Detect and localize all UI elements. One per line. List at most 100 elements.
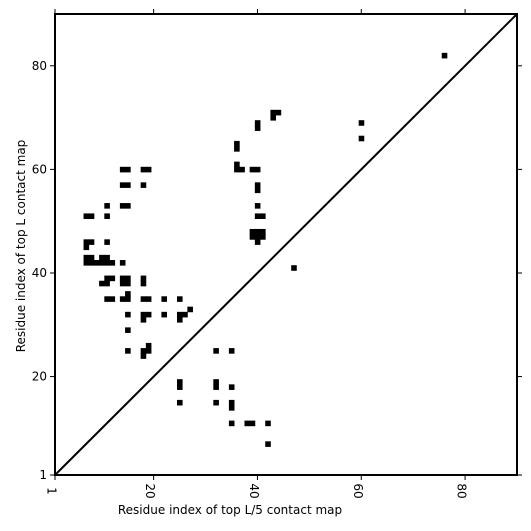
y-tick-label: 20 — [32, 370, 47, 384]
contact-point — [234, 166, 240, 173]
x-tick-label: 1 — [45, 487, 59, 495]
contact-point — [104, 254, 110, 261]
contact-point — [270, 109, 277, 116]
plot-frame — [54, 13, 518, 476]
contact-point — [254, 239, 261, 245]
contact-point — [140, 166, 147, 173]
contact-point — [119, 275, 126, 282]
contact-point — [228, 348, 235, 354]
contact-point — [119, 280, 126, 287]
contact-point — [249, 166, 256, 173]
contact-point — [187, 306, 193, 313]
contact-point — [140, 296, 147, 302]
contact-point — [145, 311, 152, 318]
contact-point — [145, 348, 152, 354]
contact-point — [125, 296, 131, 302]
y-tick-label: 40 — [32, 266, 47, 280]
contact-point — [358, 120, 365, 126]
contact-point — [125, 348, 131, 354]
contact-point — [145, 342, 152, 349]
contact-point — [109, 275, 116, 282]
contact-point — [140, 353, 147, 359]
contact-point — [140, 280, 147, 287]
contact-point — [145, 166, 152, 173]
contact-point — [176, 296, 183, 302]
contact-point — [254, 166, 261, 173]
contact-point — [83, 254, 90, 261]
contact-point — [239, 166, 245, 173]
x-tick-label: 60 — [351, 483, 365, 498]
contact-point — [291, 265, 297, 271]
contact-point — [83, 239, 90, 245]
contact-point — [145, 296, 152, 302]
contact-point — [161, 296, 168, 302]
contact-point — [228, 399, 235, 406]
contact-point — [254, 187, 261, 194]
contact-point — [176, 379, 183, 385]
contact-point — [104, 213, 110, 220]
contact-point — [104, 260, 110, 266]
contact-point — [275, 109, 282, 116]
contact-point — [99, 260, 105, 266]
contact-point — [249, 234, 256, 240]
contact-point — [254, 228, 261, 235]
contact-point — [182, 311, 188, 318]
contact-point — [109, 260, 116, 266]
contact-point — [119, 166, 126, 173]
contact-point — [234, 146, 240, 152]
contact-point — [93, 260, 100, 266]
y-tick-label: 60 — [32, 162, 47, 176]
contact-point — [254, 213, 261, 220]
contact-point — [104, 203, 110, 209]
contact-point — [176, 399, 183, 406]
contact-point — [125, 280, 131, 287]
x-tick-label: 20 — [143, 483, 157, 498]
contact-point — [228, 405, 235, 411]
contact-point — [119, 182, 126, 188]
contact-point — [99, 280, 105, 287]
contact-point — [249, 420, 256, 427]
x-tick-label: 40 — [247, 483, 261, 498]
contact-point — [254, 203, 261, 209]
contact-point — [213, 379, 219, 385]
contact-point — [88, 254, 95, 261]
contact-point — [104, 280, 110, 287]
contact-point — [140, 311, 147, 318]
contact-point — [104, 275, 110, 282]
y-axis-label: Residue index of top L contact map — [14, 140, 28, 353]
contact-point — [104, 296, 110, 302]
contact-point — [119, 296, 126, 302]
contact-point — [119, 260, 126, 266]
contact-point — [83, 244, 90, 251]
contact-point — [125, 182, 131, 188]
contact-point — [176, 311, 183, 318]
contact-point — [140, 182, 147, 188]
contact-point — [270, 115, 277, 121]
contact-point — [176, 384, 183, 390]
contact-point — [441, 52, 448, 59]
contact-point — [125, 311, 131, 318]
contact-point — [140, 348, 147, 354]
contact-point — [244, 420, 251, 427]
contact-point — [83, 213, 90, 220]
contact-point — [88, 213, 95, 220]
x-tick-label: 80 — [455, 483, 469, 498]
contact-point — [260, 234, 266, 240]
contact-point — [88, 260, 95, 266]
contact-point — [249, 228, 256, 235]
contact-point — [213, 399, 219, 406]
contact-point — [125, 166, 131, 173]
contact-point — [265, 441, 271, 447]
contact-point — [254, 125, 261, 131]
contact-point — [234, 161, 240, 168]
contact-point — [254, 120, 261, 126]
contact-point — [234, 140, 240, 147]
contact-point — [125, 291, 131, 297]
contact-point — [119, 203, 126, 209]
contact-point — [140, 317, 147, 323]
contact-point — [228, 384, 235, 390]
contact-point — [176, 317, 183, 323]
y-tick-label: 1 — [39, 468, 47, 482]
contact-point — [265, 420, 271, 427]
